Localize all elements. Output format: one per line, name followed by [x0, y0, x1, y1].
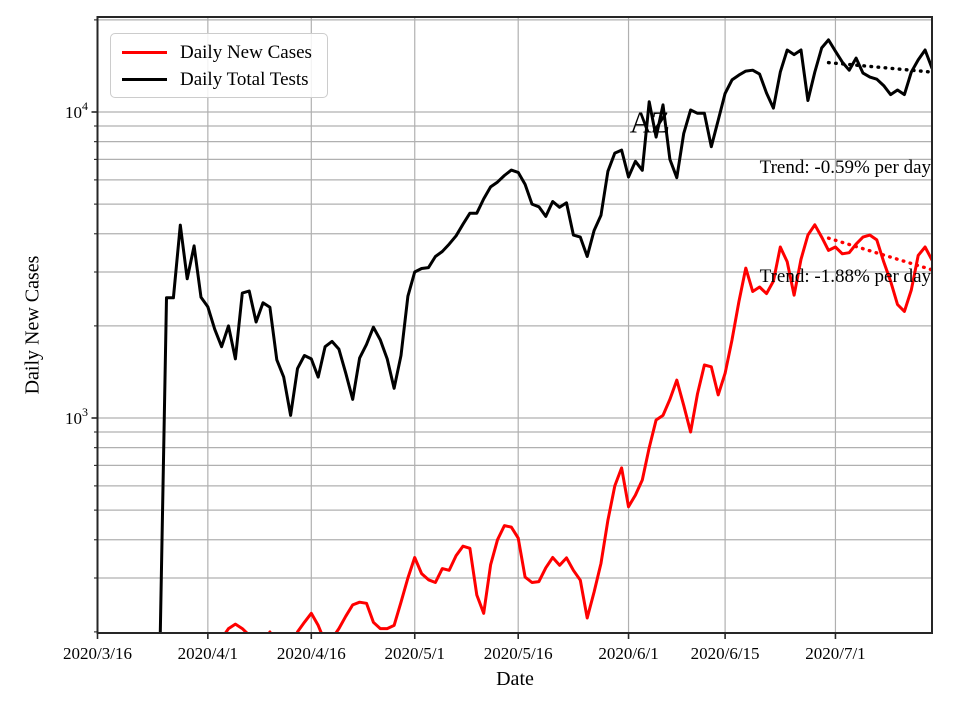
- legend: Daily New Cases Daily Total Tests: [110, 33, 328, 98]
- x-tick-label: 2020/4/1: [178, 644, 238, 663]
- legend-item-daily-total-tests: Daily Total Tests: [122, 66, 327, 93]
- cases-trend-annotation: Trend: -1.88% per day: [759, 266, 931, 287]
- x-tick-label: 2020/5/1: [385, 644, 445, 663]
- y-axis-title: Daily New Cases: [21, 255, 44, 395]
- series-line-daily-total-tests: [158, 38, 932, 633]
- legend-item-daily-new-cases: Daily New Cases: [122, 39, 327, 66]
- x-tick-label: 2020/4/16: [277, 644, 346, 663]
- legend-label-tests: Daily Total Tests: [180, 68, 309, 90]
- y-tick-label: 104: [65, 99, 88, 122]
- plot-frame: [96, 16, 933, 634]
- state-annotation: AZ: [629, 104, 670, 140]
- grid: [97, 17, 932, 633]
- series-line-daily-new-cases: [223, 223, 932, 633]
- x-axis-title: Date: [496, 668, 534, 690]
- x-tick-label: 2020/7/1: [805, 644, 865, 663]
- y-tick-label: 103: [65, 405, 88, 428]
- legend-line-sample-cases: [122, 50, 167, 55]
- x-tick-label: 2020/5/16: [484, 644, 553, 663]
- x-tick-label: 2020/6/15: [691, 644, 760, 663]
- x-tick-label: 2020/3/16: [63, 644, 132, 663]
- legend-line-sample-tests: [122, 77, 167, 82]
- tests-trend-annotation: Trend: -0.59% per day: [759, 157, 931, 178]
- x-tick-label: 2020/6/1: [598, 644, 658, 663]
- legend-label-cases: Daily New Cases: [180, 41, 312, 63]
- trend-line-daily-total-tests: [826, 60, 934, 74]
